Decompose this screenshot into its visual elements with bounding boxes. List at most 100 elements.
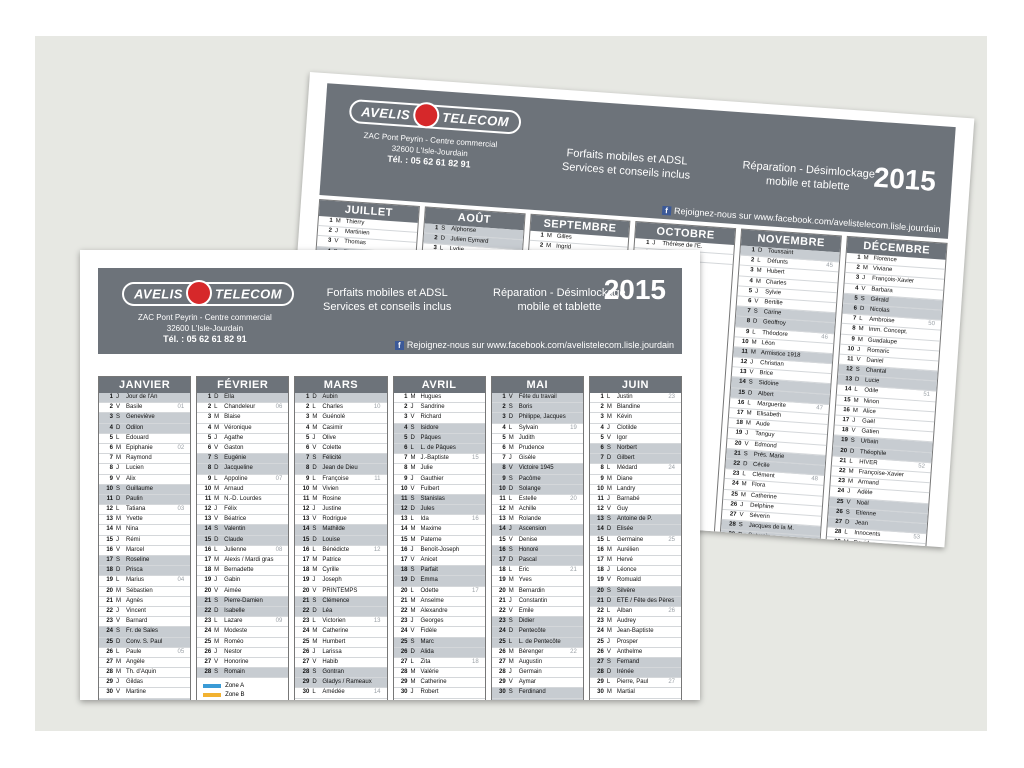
saint-name: Félicité [322, 455, 342, 462]
day-number: 28 [302, 669, 310, 676]
day-letter: M [312, 638, 318, 645]
saint-name: Gauthier [420, 475, 444, 482]
day-row: 1 V Fête du travail [491, 393, 583, 404]
day-number: 17 [106, 557, 113, 563]
saint-name: Gilles [556, 233, 572, 241]
day-letter: J [116, 465, 119, 472]
day-letter: M [214, 638, 220, 645]
day-letter: M [508, 516, 514, 523]
day-letter: V [214, 444, 219, 451]
day-row: 1 D Ella [197, 393, 289, 404]
day-number: 11 [401, 495, 408, 502]
day-row: 17 M Hervé [589, 556, 682, 567]
week-number: 08 [275, 546, 283, 553]
day-letter: J [856, 346, 861, 353]
saint-name: Etienne [855, 509, 877, 518]
day-row: 7 J Gisèle [491, 454, 583, 465]
day-letter: L [508, 638, 513, 645]
day-row: 12 J Justine [295, 505, 387, 516]
day-number: 1 [329, 217, 333, 224]
saint-name: Pacôme [518, 475, 541, 482]
day-row: 22 M Alexandre [393, 607, 485, 618]
saint-name: Léon [761, 339, 776, 347]
day-number: 8 [600, 465, 604, 472]
day-row: 26 V Anthelme [589, 648, 682, 658]
day-row: 2 S Boris [491, 403, 583, 414]
saint-name: Ferdinand [518, 689, 546, 696]
day-letter: L [849, 458, 853, 465]
day-number: 29 [499, 679, 506, 686]
saint-name: Alida [420, 648, 434, 655]
week-number: 53 [913, 534, 921, 541]
day-letter: M [116, 526, 121, 533]
day-row: 11 D Paulin [99, 494, 191, 506]
day-letter: S [441, 225, 446, 232]
day-number: 3 [749, 267, 754, 274]
day-number: 23 [732, 470, 740, 478]
day-number: 9 [207, 475, 212, 482]
saint-name: Jour de l'An [126, 394, 158, 400]
saint-name: Claude [224, 536, 244, 543]
day-row: 3 M Kévin [589, 413, 682, 424]
day-letter: M [116, 455, 121, 462]
day-row: 8 J Lucien [99, 464, 191, 475]
day-row: 20 M Bernardin [491, 587, 583, 597]
day-number: 5 [404, 434, 408, 441]
saint-name: Victoire 1945 [518, 465, 554, 472]
day-letter: V [334, 238, 339, 245]
day-number: 4 [207, 424, 212, 431]
day-number: 16 [302, 546, 310, 553]
day-number: 1 [502, 394, 506, 400]
day-number: 27 [499, 658, 506, 665]
month-column: MAI 1 V Fête du travail 2 S Boris 3 D Philippe, J… [490, 376, 584, 700]
day-number: 22 [733, 460, 741, 467]
day-letter: J [214, 648, 218, 655]
saint-name: Marius [126, 577, 145, 584]
day-number: 3 [327, 238, 332, 245]
day-row: 5 J Agathe [197, 434, 289, 444]
day-number: 6 [404, 444, 408, 451]
day-letter: M [116, 597, 121, 604]
month-header: MARS [295, 377, 387, 393]
day-row: 6 V Colette [295, 444, 387, 455]
saint-name: Roméo [224, 638, 244, 645]
day-letter: V [856, 356, 861, 363]
day-row: 17 M Patrice [295, 556, 387, 567]
day-row: 30 J Robert [393, 688, 485, 699]
day-letter: L [606, 394, 611, 400]
day-letter: L [214, 475, 218, 482]
day-letter: M [116, 587, 121, 594]
day-number: 24 [204, 628, 212, 635]
day-letter: S [214, 597, 219, 604]
day-row: 2 L Charles 10 [295, 403, 387, 414]
saint-name: Guénolé [322, 414, 346, 421]
legend-item: Zone A [203, 682, 282, 691]
day-letter: M [847, 478, 854, 485]
day-letter: M [606, 557, 612, 563]
day-letter: L [116, 577, 120, 584]
day-row: 10 D Solange [491, 484, 583, 495]
day-letter: L [508, 567, 513, 574]
day-letter: L [214, 546, 218, 553]
day-letter: M [214, 628, 220, 635]
month-header: JANVIER [99, 377, 191, 393]
saint-name: Gaël [861, 418, 875, 426]
saint-name: Fernand [616, 658, 640, 665]
day-row: 7 M J.-Baptiste 15 [393, 454, 485, 465]
saint-name: Ambroise [869, 316, 895, 325]
day-row: 24 D Pentecôte [491, 627, 583, 638]
day-letter: J [606, 567, 610, 574]
day-row: 26 J Nestor [197, 648, 289, 658]
saint-name: Brice [759, 370, 774, 378]
day-number: 29 [400, 679, 408, 686]
day-number: 19 [840, 437, 848, 444]
facebook-link[interactable]: f Rejoignez-nous sur www.facebook.com/ave… [394, 340, 674, 350]
saint-name: Antoine de P. [616, 516, 653, 523]
day-number: 10 [597, 485, 604, 492]
day-row: 2 V Basile 01 [99, 403, 191, 414]
day-letter: M [606, 404, 612, 411]
day-number: 22 [499, 607, 506, 614]
day-number: 16 [106, 546, 113, 553]
day-number: 7 [306, 455, 310, 462]
day-letter: L [312, 689, 316, 696]
